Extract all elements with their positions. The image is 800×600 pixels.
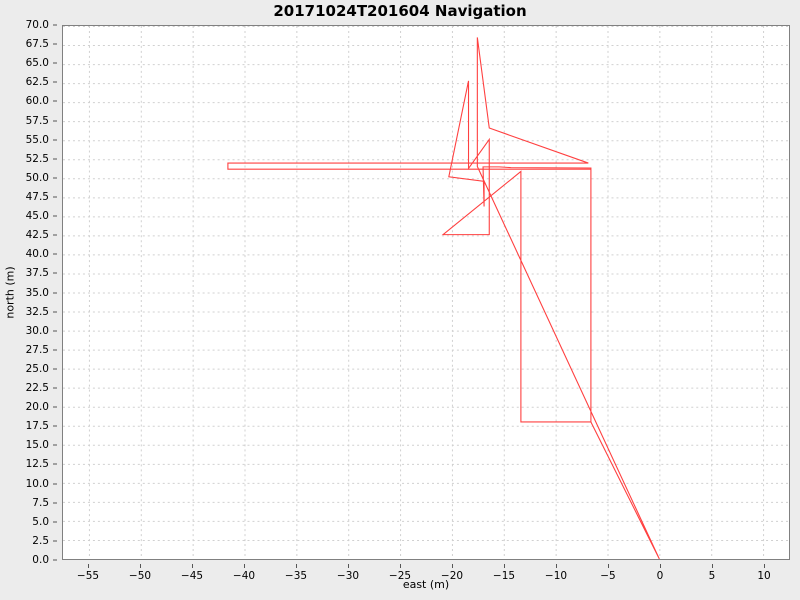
x-tick-mark [244,564,245,568]
x-tick-label: −55 [76,570,100,582]
x-tick-mark [192,564,193,568]
y-tick-label: 67.5 [25,38,49,51]
y-tick-mark [53,292,57,293]
y-tick-mark [53,311,57,313]
x-tick-label: −25 [388,570,412,582]
y-tick-mark [53,62,57,64]
y-tick-label: 55.0 [25,133,49,146]
y-tick-label: 15.0 [25,439,49,452]
y-tick-label: 2.5 [32,534,49,547]
plot-area [62,25,790,560]
y-tick-mark [53,120,57,122]
y-tick-mark [53,139,57,141]
y-tick-label: 25.0 [25,362,49,375]
y-tick-mark [53,521,57,523]
y-tick-mark [53,387,57,389]
x-tick-mark [452,564,453,568]
y-tick-mark [53,100,57,102]
y-tick-mark [53,234,57,236]
navigation-track-series [227,37,660,559]
y-tick-label: 40.0 [25,248,49,261]
y-tick-mark [53,196,57,198]
x-tick-mark [400,564,401,568]
x-tick-label: −20 [440,570,464,582]
x-tick-mark [88,564,89,568]
y-tick-mark [53,349,57,351]
x-tick-label: −50 [128,570,152,582]
x-tick-label: −10 [544,570,568,582]
track-polyline [227,37,660,559]
x-tick-label: −5 [600,570,616,582]
x-axis-tick-labels: −55 −50 −45 −40 −35 −30 −25 −20 −15 −10 −5 0 5 10 [62,564,790,582]
y-tick-label: 17.5 [25,420,49,433]
x-tick-label: 10 [757,570,771,582]
x-tick-mark [556,564,557,568]
x-tick-label: −30 [336,570,360,582]
y-tick-label: 70.0 [25,19,49,31]
x-tick-mark [712,564,713,568]
y-tick-mark [53,215,57,217]
y-tick-mark [53,43,57,45]
x-tick-mark [504,564,505,568]
y-tick-mark [53,177,57,179]
y-tick-label: 22.5 [25,382,49,395]
grid-lines [63,26,789,559]
y-tick-label: 47.5 [25,190,49,203]
y-tick-mark [53,444,57,446]
y-tick-mark [53,330,57,332]
y-tick-mark [53,272,57,274]
y-tick-mark [53,463,57,465]
x-tick-label: −40 [232,570,256,582]
y-tick-mark [53,24,57,26]
y-tick-label: 52.5 [25,152,49,165]
y-tick-label: 12.5 [25,458,49,471]
y-tick-mark [53,425,57,427]
y-tick-label: 57.5 [25,114,49,127]
y-tick-label: 0.0 [32,554,49,566]
y-tick-label: 45.0 [25,210,49,223]
x-tick-label: 5 [708,570,716,582]
y-tick-label: 37.5 [25,267,49,280]
y-tick-mark [53,502,57,504]
y-tick-mark [53,158,57,160]
y-tick-mark [53,540,57,542]
x-tick-mark [764,564,765,568]
y-tick-label: 60.0 [25,95,49,108]
y-tick-mark [53,559,57,561]
y-tick-mark [53,406,57,408]
y-tick-label: 10.0 [25,477,49,490]
x-tick-mark [608,564,609,568]
y-tick-label: 42.5 [25,229,49,242]
y-tick-label: 50.0 [25,171,49,184]
y-tick-mark [53,368,57,370]
y-tick-mark [53,81,57,83]
x-tick-mark [660,564,661,568]
y-tick-label: 65.0 [25,57,49,70]
x-tick-mark [296,564,297,568]
y-tick-label: 7.5 [32,496,49,509]
y-tick-mark [53,483,57,485]
y-tick-mark [53,253,57,255]
x-tick-mark [140,564,141,568]
y-tick-label: 35.0 [25,286,49,299]
x-tick-label: −15 [492,570,516,582]
y-axis-tick-labels: 0.0 2.5 5.0 7.5 10.0 12.5 15.0 17.5 20.0 22.5 25.0… [0,19,57,566]
x-tick-label: −45 [180,570,204,582]
y-tick-label: 27.5 [25,343,49,356]
y-tick-label: 30.0 [25,324,49,337]
y-tick-label: 20.0 [25,401,49,414]
y-tick-label: 32.5 [25,305,49,318]
y-tick-label: 5.0 [32,515,49,528]
x-tick-label: −35 [284,570,308,582]
chart-title: 20171024T201604 Navigation [273,2,527,20]
x-tick-mark [348,564,349,568]
x-axis-label: east (m) [402,578,450,591]
y-tick-label: 62.5 [25,76,49,89]
x-tick-label: 0 [656,570,664,582]
